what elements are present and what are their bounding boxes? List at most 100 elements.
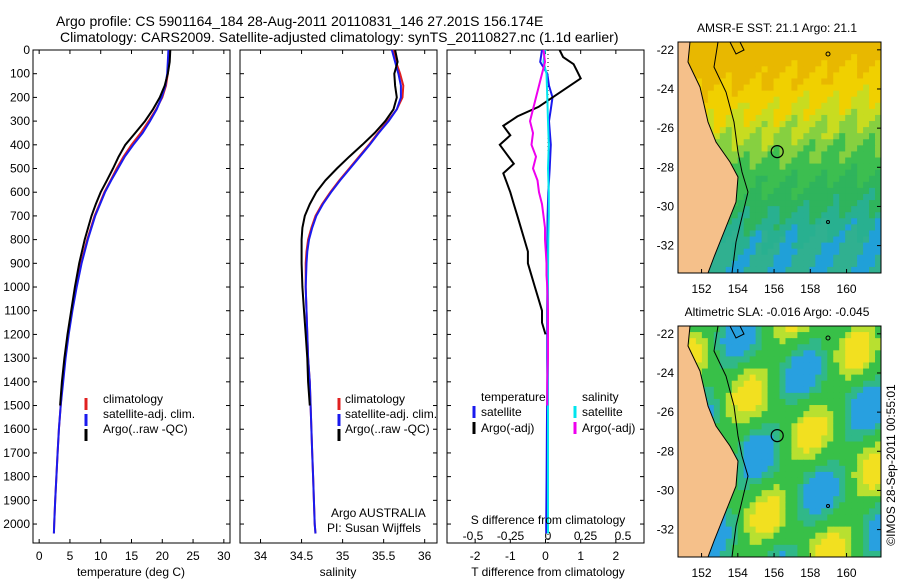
map-cell xyxy=(773,96,780,104)
map-cell xyxy=(731,423,739,430)
map-cell xyxy=(749,386,757,394)
map-cell xyxy=(791,368,798,376)
map-cell xyxy=(821,254,828,262)
map-cell xyxy=(839,380,846,388)
map-cell xyxy=(743,84,751,92)
map-cell xyxy=(839,108,846,116)
map-lon-label: 156 xyxy=(764,566,784,580)
map-cell xyxy=(755,398,763,406)
map-cell xyxy=(797,374,804,382)
map-cell xyxy=(833,459,840,467)
map-cell xyxy=(755,429,763,436)
depth-tick-label: 300 xyxy=(10,114,30,128)
map-cell xyxy=(869,230,876,238)
map-cell xyxy=(815,490,822,497)
map-cell xyxy=(743,405,751,412)
map-cell xyxy=(851,332,858,339)
map-cell xyxy=(815,477,822,485)
map-cell xyxy=(767,496,775,503)
map-cell xyxy=(761,332,769,339)
map-cell xyxy=(803,471,810,479)
map-cell xyxy=(701,84,709,92)
map-cell xyxy=(785,423,792,430)
map-cell xyxy=(767,386,775,394)
map-cell xyxy=(731,435,739,442)
map-cell xyxy=(857,54,864,61)
map-cell xyxy=(827,544,834,552)
map-cell xyxy=(719,350,727,357)
map-cell xyxy=(821,206,828,213)
map-cell xyxy=(731,350,739,357)
temperature-x-axis: 0 5 10 15 20 25 30 xyxy=(36,50,231,563)
map-cell xyxy=(755,72,763,79)
map-cell xyxy=(755,532,763,540)
map-cell xyxy=(833,54,840,61)
map-cell xyxy=(785,60,792,67)
map-cell xyxy=(869,181,876,189)
map-cell xyxy=(839,78,846,86)
map-cell xyxy=(857,332,864,339)
map-cell xyxy=(851,84,858,92)
map-cell xyxy=(719,54,727,61)
map-cell xyxy=(743,423,751,430)
map-cell xyxy=(821,326,828,333)
map-cell xyxy=(857,484,864,491)
map-cell xyxy=(773,169,780,177)
map-cell xyxy=(761,145,769,152)
map-cell xyxy=(785,224,792,231)
map-cell xyxy=(833,471,840,479)
map-cell xyxy=(725,60,733,67)
map-cell xyxy=(833,236,840,244)
map-cell xyxy=(833,435,840,442)
map-cell xyxy=(743,520,751,528)
map-cell xyxy=(749,350,757,357)
map-cell xyxy=(785,72,792,79)
map-cell xyxy=(731,380,739,388)
map-cell xyxy=(845,453,852,461)
map-cell xyxy=(761,254,769,262)
title-line-2: Climatology: CARS2009. Satellite-adjuste… xyxy=(60,29,618,45)
map-cell xyxy=(869,398,876,406)
map-cell xyxy=(785,200,792,207)
map-cell xyxy=(785,392,792,400)
map-cell xyxy=(749,108,757,116)
map-cell xyxy=(821,465,828,473)
map-cell xyxy=(869,145,876,152)
map-cell xyxy=(845,490,852,497)
map-cell xyxy=(779,514,786,522)
map-cell xyxy=(809,392,816,400)
map-cell xyxy=(725,532,733,540)
map-cell xyxy=(869,520,876,528)
map-cell xyxy=(863,550,870,557)
map-cell xyxy=(857,121,864,128)
depth-tick-label: 1000 xyxy=(3,280,30,294)
map-cell xyxy=(725,108,733,116)
map-cell xyxy=(731,398,739,406)
map-cell xyxy=(785,108,792,116)
map-cell xyxy=(707,374,715,382)
map-cell xyxy=(791,465,798,473)
map-cell xyxy=(821,417,828,424)
map-cell xyxy=(863,133,870,140)
legend-s-satellite: satellite xyxy=(582,405,623,419)
map-cell xyxy=(725,121,733,128)
map-cell xyxy=(827,102,834,110)
map-cell xyxy=(827,477,834,485)
map-cell xyxy=(761,175,769,183)
map-cell xyxy=(803,484,810,491)
map-cell xyxy=(725,236,733,244)
map-cell xyxy=(851,350,858,357)
map-cell xyxy=(797,102,804,110)
map-cell xyxy=(863,84,870,92)
map-cell xyxy=(719,102,727,110)
map-cell xyxy=(869,121,876,128)
map-cell xyxy=(731,78,739,86)
map-cell xyxy=(869,133,876,140)
map-cell xyxy=(725,326,733,333)
map-cell xyxy=(791,254,798,262)
salinity-x-axis: 34 34.5 35 35.5 36 xyxy=(254,50,432,563)
map-cell xyxy=(761,54,769,61)
map-cell xyxy=(857,206,864,213)
map-cell xyxy=(791,54,798,61)
map-cell xyxy=(815,96,822,104)
